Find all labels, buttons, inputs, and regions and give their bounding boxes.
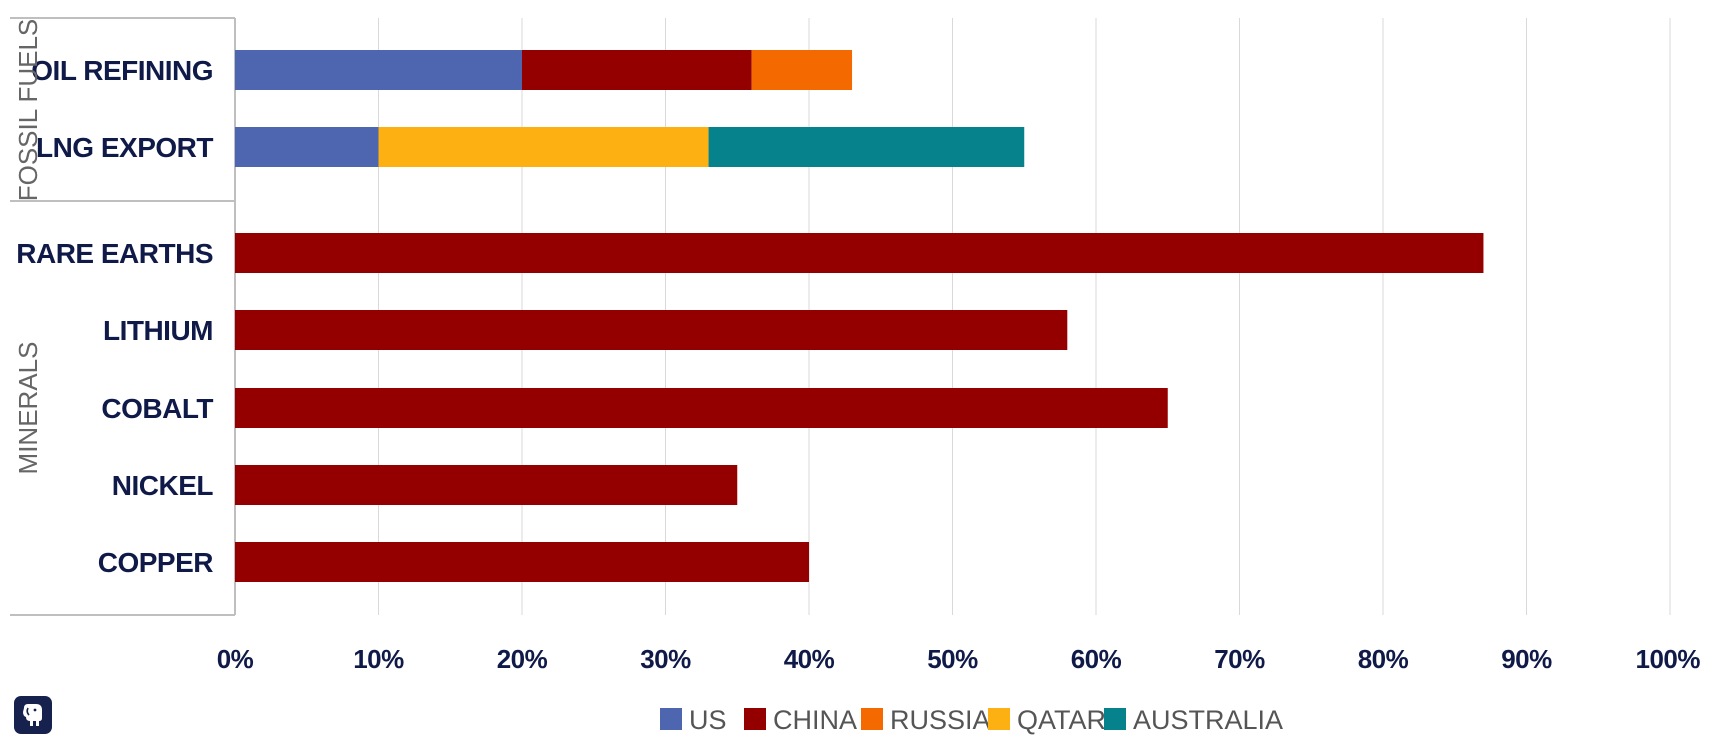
bars (235, 50, 1484, 582)
bar-oil-refining-russia (751, 50, 853, 90)
x-tick-90pct: 90% (1501, 644, 1552, 674)
category-labels: OIL REFINING LNG EXPORT RARE EARTHS LITHIUM… (16, 55, 214, 578)
x-tick-70pct: 70% (1214, 644, 1265, 674)
bar-nickel-china (235, 465, 738, 505)
group-frame (10, 17, 236, 616)
category-label-oil-refining: OIL REFINING (31, 55, 213, 86)
legend-label-china: CHINA (773, 705, 857, 735)
category-label-cobalt: COBALT (101, 393, 213, 424)
bar-oil-refining-us (235, 50, 522, 90)
x-tick-10pct: 10% (353, 644, 404, 674)
x-tick-0pct: 0% (217, 644, 254, 674)
legend-label-australia: AUSTRALIA (1133, 705, 1283, 735)
legend-label-us: US (689, 705, 727, 735)
x-tick-60pct: 60% (1071, 644, 1122, 674)
legend-swatch-china (744, 708, 766, 730)
bar-lng-export-australia (708, 127, 1025, 167)
category-label-nickel: NICKEL (112, 470, 214, 501)
category-label-lithium: LITHIUM (103, 315, 213, 346)
legend: US CHINA RUSSIA QATAR AUSTRALIA (660, 705, 1283, 735)
x-tick-80pct: 80% (1358, 644, 1409, 674)
bar-oil-refining-china (522, 50, 752, 90)
bar-lng-export-qatar (378, 127, 709, 167)
legend-swatch-russia (861, 708, 883, 730)
category-label-rare-earths: RARE EARTHS (16, 238, 213, 269)
group-label-minerals: MINERALS (13, 342, 43, 475)
x-tick-30pct: 30% (640, 644, 691, 674)
elephant-logo-icon (14, 696, 52, 734)
elephant-icon (23, 704, 42, 726)
x-tick-100pct: 100% (1636, 644, 1701, 674)
category-label-copper: COPPER (98, 547, 214, 578)
x-tick-50pct: 50% (927, 644, 978, 674)
group-labels: FOSSIL FUELS MINERALS (13, 19, 43, 475)
legend-label-russia: RUSSIA (890, 705, 991, 735)
bar-lng-export-us (235, 127, 379, 167)
x-axis-ticks: 0% 10% 20% 30% 40% 50% 60% 70% 80% 90% 100% (217, 644, 1701, 674)
group-label-fossil-fuels: FOSSIL FUELS (13, 19, 43, 202)
x-tick-40pct: 40% (784, 644, 835, 674)
legend-label-qatar: QATAR (1017, 705, 1106, 735)
legend-swatch-us (660, 708, 682, 730)
x-tick-20pct: 20% (497, 644, 548, 674)
legend-swatch-qatar (988, 708, 1010, 730)
bar-rare-earths-china (235, 233, 1484, 273)
bar-cobalt-china (235, 388, 1168, 428)
category-label-lng-export: LNG EXPORT (36, 132, 213, 163)
bar-lithium-china (235, 310, 1068, 350)
bar-copper-china (235, 542, 809, 582)
legend-swatch-australia (1104, 708, 1126, 730)
